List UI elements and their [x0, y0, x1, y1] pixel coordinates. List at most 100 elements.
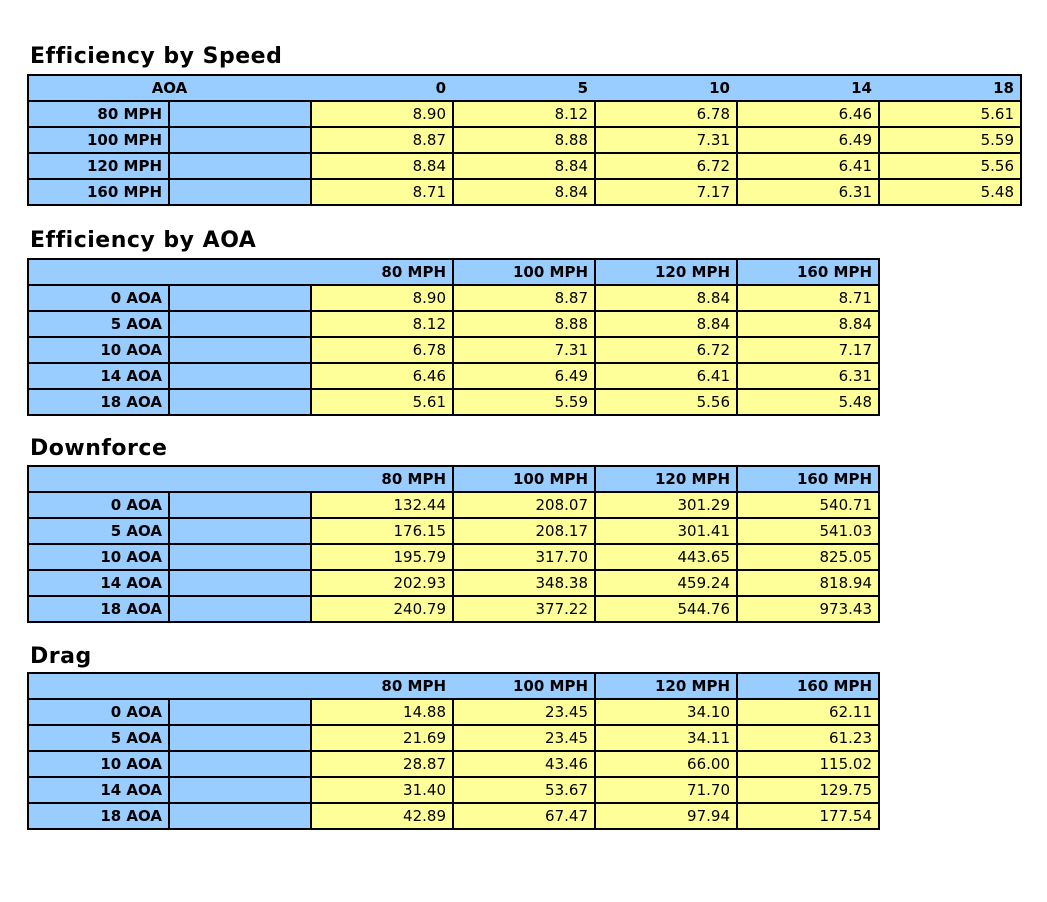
corner-header-label: AOA	[151, 79, 188, 97]
blank-cell	[170, 778, 310, 802]
value-cell: 5.56	[596, 390, 736, 414]
value-cell: 62.11	[738, 700, 878, 724]
value-cell: 23.45	[454, 700, 594, 724]
value-cell: 34.10	[596, 700, 736, 724]
value-cell: 5.59	[880, 128, 1020, 152]
value-cell: 8.84	[596, 286, 736, 310]
value-cell: 6.46	[738, 102, 878, 126]
column-header-cell: 120 MPH	[596, 674, 736, 698]
value-cell: 6.49	[454, 364, 594, 388]
row-label-cell: 120 MPH	[29, 154, 168, 178]
value-cell: 14.88	[312, 700, 452, 724]
corner-header-label	[29, 674, 310, 698]
value-cell: 973.43	[738, 597, 878, 621]
value-cell: 8.87	[454, 286, 594, 310]
section-title-efficiency-by-aoa: Efficiency by AOA	[30, 228, 257, 253]
value-cell: 6.31	[738, 364, 878, 388]
value-cell: 301.41	[596, 519, 736, 543]
header-row-merged-cell: 80 MPH	[29, 260, 452, 284]
value-cell: 5.56	[880, 154, 1020, 178]
column-header-label: 80 MPH	[381, 470, 446, 488]
row-label-cell: 0 AOA	[29, 700, 168, 724]
blank-cell	[170, 180, 310, 204]
blank-cell	[170, 519, 310, 543]
column-header-label: 18	[993, 79, 1014, 97]
value-cell: 6.72	[596, 338, 736, 362]
value-cell: 540.71	[738, 493, 878, 517]
value-cell: 6.49	[738, 128, 878, 152]
value-cell: 5.61	[880, 102, 1020, 126]
value-cell: 28.87	[312, 752, 452, 776]
value-cell: 31.40	[312, 778, 452, 802]
value-cell: 541.03	[738, 519, 878, 543]
blank-cell	[170, 286, 310, 310]
header-row-merged-cell: 80 MPH 100 MPH	[29, 674, 594, 698]
table-drag: 80 MPH 100 MPH 120 MPH 160 MPH 0 AOA 14.88 23.…	[27, 672, 880, 830]
column-header-label: 5	[577, 79, 588, 97]
value-cell: 459.24	[596, 571, 736, 595]
value-cell: 377.22	[454, 597, 594, 621]
value-cell: 8.84	[596, 312, 736, 336]
value-cell: 195.79	[312, 545, 452, 569]
value-cell: 208.17	[454, 519, 594, 543]
value-cell: 6.78	[312, 338, 452, 362]
value-cell: 317.70	[454, 545, 594, 569]
value-cell: 61.23	[738, 726, 878, 750]
row-label-cell: 5 AOA	[29, 726, 168, 750]
row-label-cell: 5 AOA	[29, 519, 168, 543]
section-title-drag: Drag	[30, 644, 92, 669]
value-cell: 23.45	[454, 726, 594, 750]
table-efficiency-by-aoa: 80 MPH 100 MPH 120 MPH 160 MPH 0 AOA 8.90 8.87…	[27, 258, 880, 416]
value-cell: 348.38	[454, 571, 594, 595]
value-cell: 825.05	[738, 545, 878, 569]
blank-cell	[170, 128, 310, 152]
section-title-downforce: Downforce	[30, 436, 168, 461]
value-cell: 132.44	[312, 493, 452, 517]
row-label-cell: 18 AOA	[29, 390, 168, 414]
value-cell: 8.87	[312, 128, 452, 152]
row-label-cell: 14 AOA	[29, 571, 168, 595]
blank-cell	[170, 804, 310, 828]
value-cell: 7.17	[596, 180, 736, 204]
value-cell: 6.41	[738, 154, 878, 178]
value-cell: 8.84	[454, 154, 594, 178]
row-label-cell: 10 AOA	[29, 545, 168, 569]
value-cell: 818.94	[738, 571, 878, 595]
column-header-cell: 160 MPH	[738, 467, 878, 491]
row-label-cell: 0 AOA	[29, 286, 168, 310]
value-cell: 34.11	[596, 726, 736, 750]
value-cell: 66.00	[596, 752, 736, 776]
value-cell: 43.46	[454, 752, 594, 776]
value-cell: 6.78	[596, 102, 736, 126]
table-downforce: 80 MPH 100 MPH 120 MPH 160 MPH 0 AOA 132.44 20…	[27, 465, 880, 623]
row-label-cell: 18 AOA	[29, 804, 168, 828]
row-label-cell: 5 AOA	[29, 312, 168, 336]
blank-cell	[170, 597, 310, 621]
row-label-cell: 10 AOA	[29, 752, 168, 776]
value-cell: 129.75	[738, 778, 878, 802]
row-label-cell: 100 MPH	[29, 128, 168, 152]
corner-header-label	[29, 467, 310, 491]
blank-cell	[170, 493, 310, 517]
value-cell: 8.84	[454, 180, 594, 204]
blank-cell	[170, 571, 310, 595]
corner-header-label	[29, 260, 310, 284]
value-cell: 71.70	[596, 778, 736, 802]
value-cell: 443.65	[596, 545, 736, 569]
blank-cell	[170, 752, 310, 776]
column-header-cell: 160 MPH	[738, 674, 878, 698]
value-cell: 5.48	[738, 390, 878, 414]
row-label-cell: 10 AOA	[29, 338, 168, 362]
column-header-cell: 100 MPH	[454, 260, 594, 284]
value-cell: 8.84	[312, 154, 452, 178]
value-cell: 8.88	[454, 312, 594, 336]
value-cell: 42.89	[312, 804, 452, 828]
value-cell: 240.79	[312, 597, 452, 621]
blank-cell	[170, 338, 310, 362]
value-cell: 6.46	[312, 364, 452, 388]
value-cell: 8.12	[312, 312, 452, 336]
value-cell: 97.94	[596, 804, 736, 828]
column-header-label: 80 MPH	[381, 263, 446, 281]
column-header-label: 0	[435, 79, 446, 97]
